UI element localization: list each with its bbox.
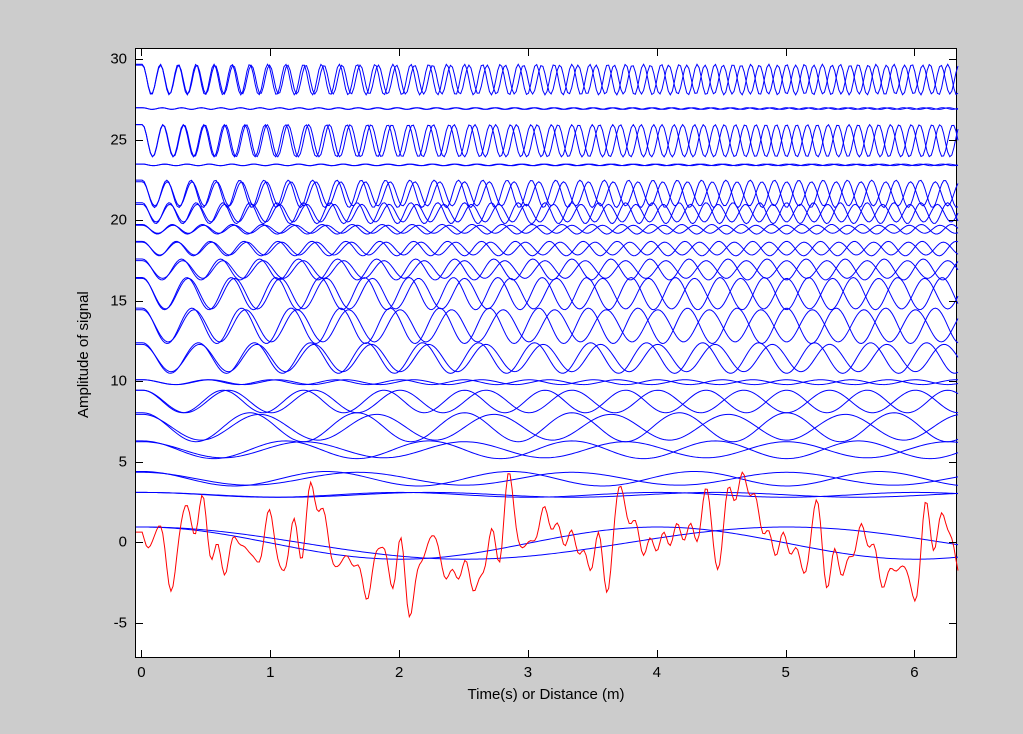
x-tick-mark-top (914, 48, 915, 56)
x-tick-mark (270, 650, 271, 658)
blue-series-4-b (136, 414, 958, 440)
y-tick-mark-right (949, 140, 957, 141)
x-tick-mark (914, 650, 915, 658)
y-tick-mark (135, 59, 143, 60)
y-tick-mark-right (949, 542, 957, 543)
blue-series-8-a (136, 308, 958, 343)
x-tick-label: 0 (121, 664, 161, 681)
blue-series-4-a (136, 413, 958, 442)
x-tick-mark (141, 650, 142, 658)
plot-area (135, 48, 957, 658)
y-tick-mark-right (949, 623, 957, 624)
x-tick-label: 3 (508, 664, 548, 681)
blue-series-5-a (136, 390, 958, 413)
y-tick-mark-right (949, 381, 957, 382)
x-axis-label: Time(s) or Distance (m) (468, 686, 625, 703)
blue-series-11-b (136, 242, 958, 255)
y-tick-label: 30 (87, 51, 127, 68)
red-composite-signal (136, 472, 958, 617)
y-tick-mark-right (949, 462, 957, 463)
y-tick-mark-right (949, 59, 957, 60)
y-tick-mark (135, 623, 143, 624)
x-tick-label: 6 (894, 664, 934, 681)
blue-series-1-b (136, 492, 958, 497)
x-tick-mark-top (270, 48, 271, 56)
figure-background: -5 0 5 10 15 20 25 30 0 1 2 3 4 5 6 Amplitude of sign… (0, 0, 1023, 734)
y-tick-mark (135, 140, 143, 141)
y-tick-mark-right (949, 301, 957, 302)
y-tick-mark (135, 220, 143, 221)
x-tick-mark (786, 650, 787, 658)
y-tick-mark (135, 542, 143, 543)
x-tick-mark (657, 650, 658, 658)
y-tick-mark (135, 301, 143, 302)
x-tick-mark-top (786, 48, 787, 56)
y-tick-label: 5 (87, 453, 127, 470)
blue-series-5-b (136, 390, 958, 413)
blue-series-16-b (136, 125, 958, 157)
blue-series-12-b (136, 225, 958, 233)
blue-series-0-b (136, 527, 958, 559)
blue-series-3-b (136, 442, 958, 458)
y-tick-mark (135, 381, 143, 382)
blue-series-9-a (136, 278, 958, 310)
y-tick-mark (135, 462, 143, 463)
x-tick-label: 2 (379, 664, 419, 681)
x-tick-mark-top (657, 48, 658, 56)
x-tick-mark-top (141, 48, 142, 56)
plot-svg (136, 49, 958, 659)
y-tick-label: 0 (87, 534, 127, 551)
blue-series-18-a (136, 64, 958, 95)
x-tick-label: 1 (250, 664, 290, 681)
y-tick-label: -5 (87, 614, 127, 631)
y-tick-label: 10 (87, 373, 127, 390)
x-tick-label: 5 (766, 664, 806, 681)
x-tick-label: 4 (637, 664, 677, 681)
x-tick-mark-top (399, 48, 400, 56)
x-tick-mark (528, 650, 529, 658)
y-tick-label: 20 (87, 212, 127, 229)
y-tick-label: 25 (87, 131, 127, 148)
y-tick-mark-right (949, 220, 957, 221)
blue-series-3-a (136, 441, 958, 459)
y-tick-label: 15 (87, 292, 127, 309)
blue-series-7-a (136, 343, 958, 374)
blue-series-14-a (136, 180, 958, 207)
x-tick-mark (399, 650, 400, 658)
y-axis-label: Amplitude of signal (75, 291, 92, 418)
x-tick-mark-top (528, 48, 529, 56)
